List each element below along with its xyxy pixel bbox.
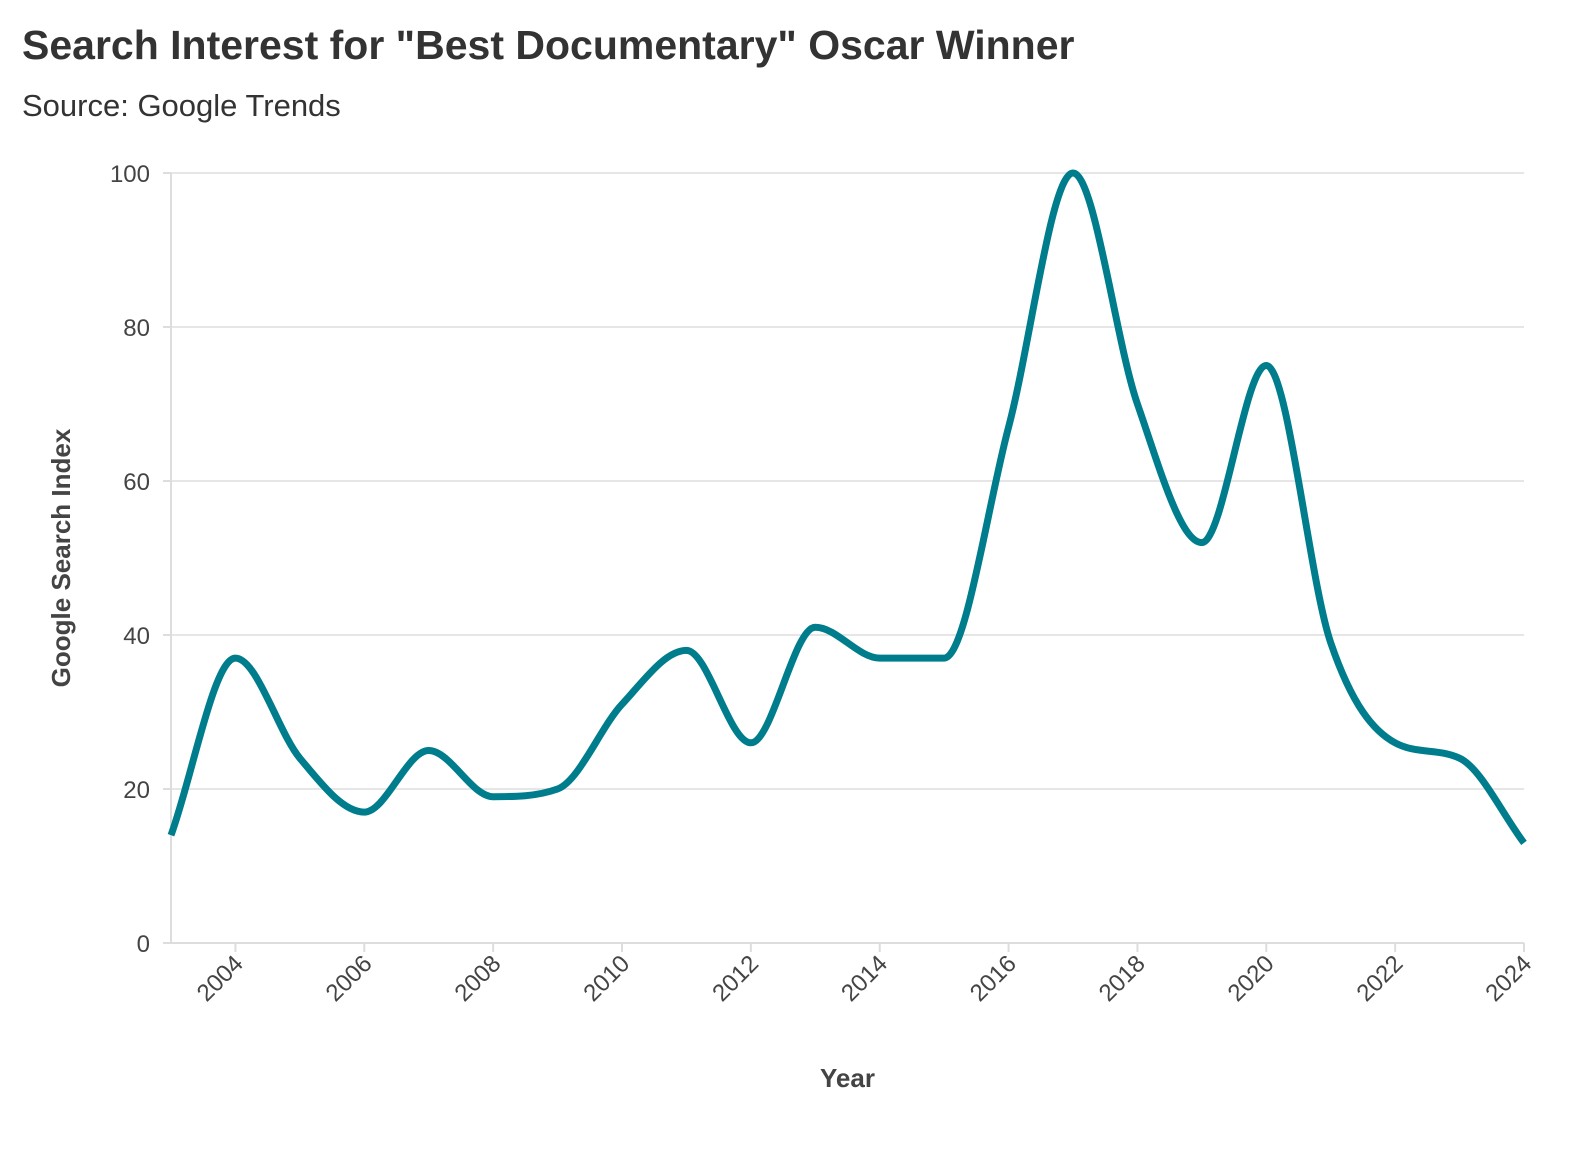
x-tick-label: 2024 (1480, 950, 1537, 1007)
y-tick-label: 20 (123, 777, 150, 804)
y-tick-label: 60 (123, 469, 150, 496)
y-tick-label: 40 (123, 623, 150, 650)
x-tick-label: 2012 (707, 950, 764, 1007)
tick-labels: 0 20 40 60 80 100 2004 2006 2008 2010 2012 2014 2016… (110, 161, 1537, 1007)
chart-subtitle: Source: Google Trends (22, 88, 341, 123)
y-axis-title: Google Search Index (46, 428, 76, 687)
y-tick-label: 100 (110, 161, 150, 188)
x-tick-label: 2008 (450, 950, 507, 1007)
x-tick-label: 2016 (965, 950, 1022, 1007)
x-tick-label: 2006 (321, 950, 378, 1007)
x-tick-label: 2020 (1223, 950, 1280, 1007)
gridlines (171, 172, 1524, 790)
axes (163, 172, 1525, 952)
x-axis-title: Year (820, 1063, 875, 1093)
y-tick-label: 0 (137, 931, 150, 958)
x-tick-label: 2014 (836, 950, 893, 1007)
x-tick-label: 2010 (578, 950, 635, 1007)
x-tick-label: 2018 (1094, 950, 1151, 1007)
series-layer (167, 169, 1527, 846)
series-line-0 (167, 169, 1527, 846)
x-tick-label: 2022 (1352, 950, 1409, 1007)
y-tick-label: 80 (123, 315, 150, 342)
chart-title: Search Interest for "Best Documentary" O… (22, 22, 1075, 68)
x-tick-label: 2004 (192, 950, 249, 1007)
